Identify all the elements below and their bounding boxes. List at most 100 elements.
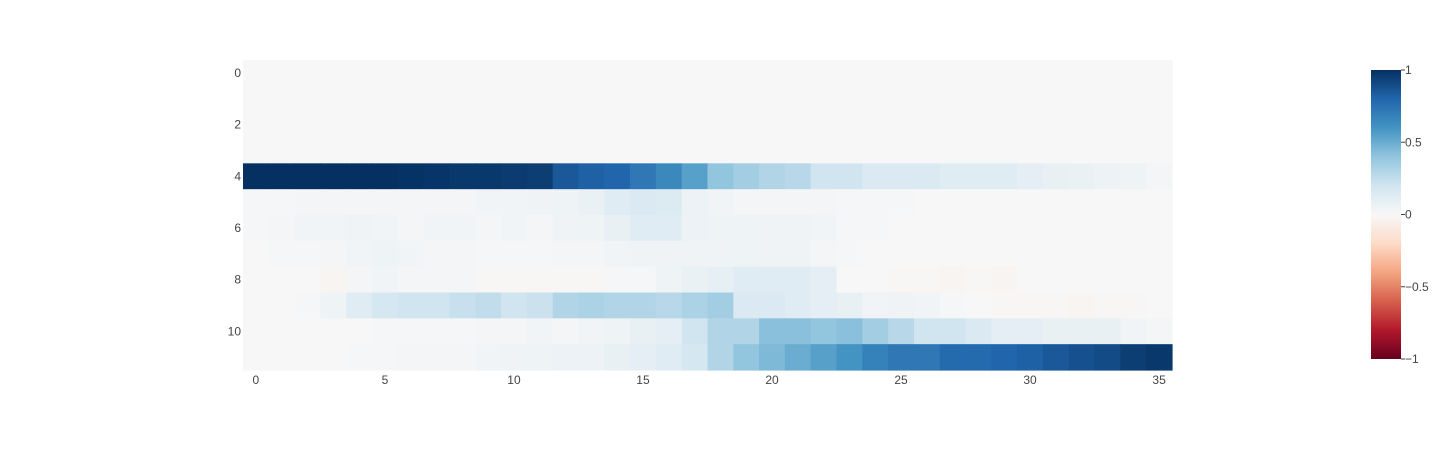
heatmap-cell [681,163,709,190]
heatmap-cell [423,292,451,319]
heatmap-cell [888,215,915,242]
heatmap-cell [268,111,296,139]
heatmap-cell [243,292,270,319]
heatmap-cell [1120,85,1147,113]
heatmap-cell [604,163,631,190]
heatmap-cell [449,215,476,242]
heatmap-cell [475,292,502,319]
heatmap-cell [1094,266,1121,294]
heatmap-cell [526,60,554,87]
heatmap-cell [888,344,915,371]
heatmap-cell [294,318,322,345]
heatmap-cell [1094,60,1121,87]
heatmap-cell [294,137,322,164]
heatmap-cell [501,344,528,371]
heatmap-cell [707,60,734,87]
heatmap-cell [397,137,425,164]
heatmap-cell [1094,240,1121,268]
heatmap-cell [372,266,399,294]
heatmap-cell [810,318,838,345]
heatmap-cell [604,292,631,319]
heatmap-cell [655,240,683,268]
heatmap-cell [1017,111,1044,139]
heatmap-cell [1094,137,1121,164]
heatmap-cell [965,240,992,268]
heatmap-cell [346,85,373,113]
heatmap-cell [939,318,967,345]
heatmap-cell [320,137,347,164]
heatmap-cell [1017,189,1044,216]
heatmap-cell [681,189,709,216]
heatmap-cell [604,344,631,371]
heatmap-cell [810,189,838,216]
heatmap-cell [372,137,399,164]
heatmap-cell [372,85,399,113]
heatmap-cell [552,85,580,113]
heatmap-cell [965,189,992,216]
heatmap-cell [501,215,528,242]
heatmap-cell [939,240,967,268]
heatmap-cell [604,189,631,216]
heatmap-cell [552,137,580,164]
heatmap-cell [784,318,812,345]
y-tick-label: 8 [234,273,241,287]
heatmap-cell [1146,163,1173,190]
x-axis-ticks: 0 5 10 15 20 25 30 35 [253,373,1167,387]
heatmap-cell [913,137,941,164]
heatmap-cell [707,292,734,319]
heatmap-cell [939,85,967,113]
heatmap-cell [423,266,451,294]
heatmap-cell [423,189,451,216]
heatmap-cell [243,215,270,242]
heatmap-cell [630,60,657,87]
heatmap-cell [733,163,760,190]
heatmap-cell [655,215,683,242]
heatmap-cell [1042,266,1070,294]
heatmap-cell [449,111,476,139]
heatmap-cell [810,111,838,139]
heatmap-cell [346,266,373,294]
heatmap-cell [810,266,838,294]
heatmap-cell [1042,240,1070,268]
heatmap-cell [784,215,812,242]
heatmap-cell [1146,111,1173,139]
heatmap-cell [784,85,812,113]
heatmap-cell [1068,318,1096,345]
heatmap-cell [913,266,941,294]
heatmap-cell [501,240,528,268]
heatmap-cell [836,189,863,216]
heatmap-cell [810,85,838,113]
heatmap-cell [1094,292,1121,319]
heatmap-cell [604,318,631,345]
heatmap-cell [1094,318,1121,345]
heatmap-cell [862,240,889,268]
heatmap-cell [965,344,992,371]
heatmap-cell [552,266,580,294]
colorbar-tick-label: 1 [1405,63,1412,77]
heatmap-cell [501,163,528,190]
heatmap-cell [397,292,425,319]
heatmap-cell [784,60,812,87]
colorbar-tick-label: 0.5 [1405,135,1422,149]
heatmap-cell [372,189,399,216]
heatmap-cell [733,111,760,139]
heatmap-cell [1120,240,1147,268]
heatmap-cell [372,163,399,190]
heatmap-cell [888,60,915,87]
heatmap-cell [1017,266,1044,294]
heatmap-cell [707,137,734,164]
heatmap-cell [913,292,941,319]
heatmap-cell [423,215,451,242]
heatmap-cell [243,189,270,216]
heatmap-cell [1017,137,1044,164]
heatmap-cell [681,266,709,294]
heatmap-cell [784,189,812,216]
heatmap-cell [888,137,915,164]
heatmap-cell [346,215,373,242]
x-tick-label: 5 [382,373,389,387]
heatmap-cell [604,266,631,294]
heatmap-cell [759,60,786,87]
heatmap-cell [578,318,605,345]
colorbar [1371,70,1401,359]
heatmap-cell [501,266,528,294]
